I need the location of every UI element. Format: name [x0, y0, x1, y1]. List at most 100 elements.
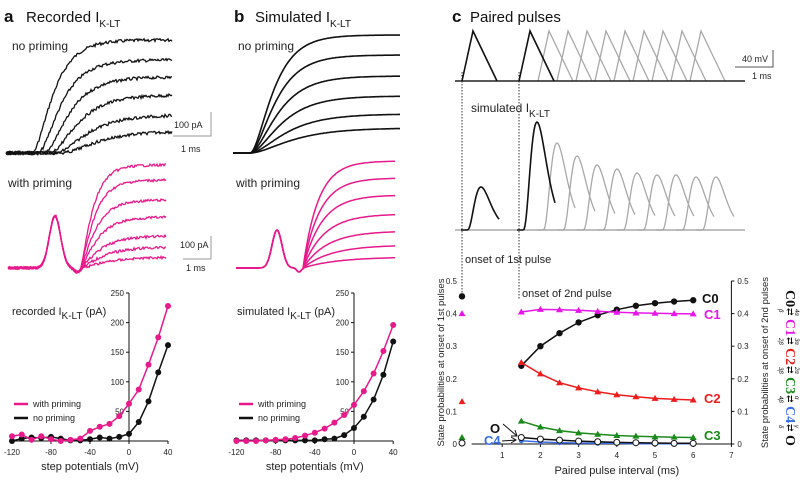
y-axis-title-unit: (pA)	[82, 306, 106, 318]
data-point	[87, 427, 93, 434]
scheme-arrow-icon: ⇄	[785, 308, 795, 316]
iv-chart-simulated: -120 -80 -40 0 40 50 100 150 200 250 step potentia…	[228, 289, 398, 473]
x-tick-label: -80	[270, 448, 282, 457]
data-point	[96, 423, 103, 430]
x-tick-label: -120	[228, 448, 245, 457]
panel-title-subscript: K-LT	[330, 19, 351, 30]
data-point-triangle	[517, 417, 525, 424]
data-point-open-circle	[458, 439, 466, 447]
legend-label: with priming	[257, 399, 306, 409]
data-point-open-circle	[613, 438, 621, 446]
data-point	[145, 398, 152, 405]
right-y-tick-label: 0.1	[737, 407, 749, 416]
panel-letter: c	[452, 7, 461, 26]
data-point-open-circle	[632, 439, 640, 447]
x-axis-title: Paired pulse interval (ms)	[554, 465, 679, 477]
recorded-trace-no-priming	[5, 57, 173, 156]
panel-title: Paired pulses	[470, 9, 561, 26]
data-point	[311, 429, 318, 436]
data-point-triangle	[689, 433, 697, 440]
data-point-open-circle	[556, 436, 563, 444]
data-point	[390, 321, 397, 328]
data-point	[302, 432, 308, 439]
data-point	[18, 435, 25, 442]
y-tick-label: 150	[336, 348, 350, 357]
simulated-trace-no-priming	[233, 95, 400, 154]
data-point-circle	[458, 293, 466, 300]
data-point-triangle	[613, 432, 621, 439]
simulated-trace-no-priming	[233, 54, 400, 154]
current-pulse-second	[517, 120, 556, 231]
panel-title-text: Simulated I	[255, 9, 330, 26]
data-point	[96, 434, 103, 441]
data-point	[155, 369, 162, 376]
data-point	[57, 438, 64, 444]
data-point	[321, 436, 328, 443]
series-label-C2: C2	[704, 391, 721, 406]
simulated-current-text: simulated I	[471, 101, 529, 115]
scheme-arrow-icon: ⇄	[785, 395, 795, 403]
data-point	[9, 433, 15, 440]
left-y-tick-label: 0	[453, 440, 458, 449]
with-priming-label: with priming	[7, 176, 72, 190]
data-point-triangle	[670, 395, 678, 402]
scale-time-label: 1 ms	[181, 144, 201, 154]
voltage-pulse-gray	[613, 29, 650, 82]
y-tick-label: 100	[336, 378, 350, 387]
scale-current-label: 100 pA	[174, 120, 203, 130]
data-point	[302, 437, 308, 444]
data-point	[370, 396, 377, 403]
scheme-arrow-icon: ⇄	[785, 366, 795, 374]
data-point	[48, 436, 54, 443]
y-tick-label: 50	[340, 407, 349, 416]
data-point	[370, 370, 377, 377]
data-point	[262, 437, 269, 444]
series-line-C3	[521, 420, 694, 439]
data-point	[253, 438, 259, 444]
iv-chart-recorded: -120 -80 -40 0 40 50 100 150 200 250 step potentia…	[4, 289, 173, 473]
data-point-triangle	[575, 384, 583, 391]
x-tick-label: 0	[127, 448, 132, 457]
voltage-pulse-second	[518, 28, 555, 82]
data-point-triangle	[458, 433, 466, 440]
data-point-triangle	[651, 309, 659, 316]
data-point	[106, 420, 113, 427]
x-tick-label: 2	[538, 451, 543, 460]
current-pulse-gray	[557, 155, 596, 231]
data-point-triangle	[670, 433, 678, 440]
data-point-circle	[690, 297, 697, 304]
data-point-triangle	[613, 391, 621, 398]
data-point	[360, 388, 367, 395]
arrow-icon	[502, 423, 518, 437]
data-point-circle	[632, 302, 640, 309]
data-point-triangle	[594, 307, 602, 314]
series-line-with-priming	[236, 324, 394, 442]
data-point	[341, 432, 348, 439]
data-point-circle	[575, 319, 582, 326]
data-point-triangle	[458, 398, 466, 405]
data-point	[243, 438, 250, 444]
scheme-backward-rate: δ	[777, 425, 783, 429]
data-point	[77, 435, 84, 442]
data-point	[135, 419, 142, 426]
data-point	[106, 435, 113, 442]
y-tick-label: 250	[336, 289, 350, 298]
series-label-C3: C3	[704, 428, 721, 443]
series-label-C1: C1	[704, 307, 721, 322]
data-point-triangle	[651, 433, 659, 440]
voltage-pulse-gray	[594, 29, 631, 82]
x-tick-label: 6	[691, 451, 696, 460]
scale-bar-top	[173, 112, 212, 137]
data-point	[331, 419, 338, 426]
voltage-pulse-gray	[632, 29, 669, 82]
right-y-tick-label: 0.5	[737, 277, 749, 286]
scheme-arrow-icon: ⇄	[785, 424, 795, 432]
right-y-tick-label: 0.4	[737, 310, 749, 319]
data-point-triangle	[556, 306, 563, 313]
data-point-triangle	[632, 393, 640, 400]
left-y-tick-label: 0.4	[446, 310, 458, 319]
data-point	[292, 435, 299, 442]
right-y-axis-title: State probabilities at onset of 2nd puls…	[760, 277, 771, 448]
no-priming-label: no priming	[238, 39, 294, 53]
